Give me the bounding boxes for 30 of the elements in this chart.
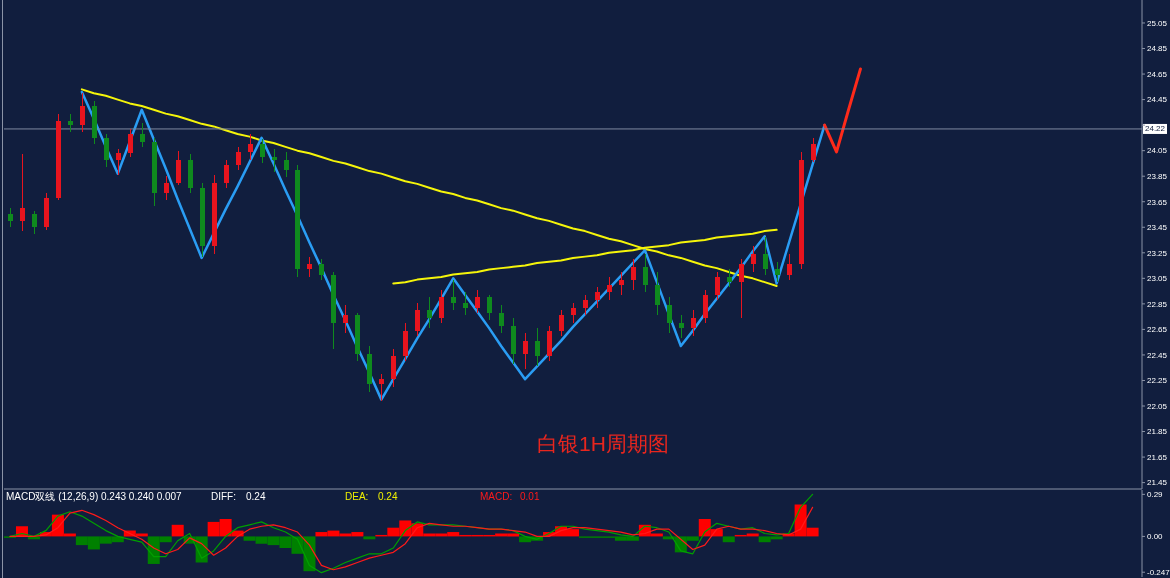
annotation: 0.01 (520, 491, 540, 503)
y-tick-label: 21.85 (1147, 427, 1168, 437)
annotation: DEA: (345, 491, 369, 503)
text: 白银1H周期图 (537, 432, 669, 456)
y-tick-label: 24.05 (1147, 146, 1168, 156)
y-tick-label: 23.05 (1147, 274, 1168, 284)
y-tick-label: 23.25 (1147, 248, 1168, 258)
annotation: DIFF: (211, 491, 236, 503)
y-tick-label: 22.25 (1147, 376, 1168, 386)
annotation: MACD: (480, 491, 513, 503)
y-tick-label: 22.05 (1147, 401, 1168, 411)
y-tick-label: 25.05 (1147, 18, 1168, 28)
y-tick-label: 0.29 (1147, 490, 1164, 500)
y-tick-label: -0.247 (1147, 568, 1170, 578)
y-tick-label: 0.00 (1147, 532, 1164, 542)
y-tick-label: 23.65 (1147, 197, 1168, 207)
y-tick-label: 22.85 (1147, 299, 1168, 309)
y-tick-label: 24.65 (1147, 69, 1168, 79)
annotation: 0.24 (378, 491, 398, 503)
y-tick-label: 21.65 (1147, 452, 1168, 462)
y-tick-label: 24.85 (1147, 44, 1168, 54)
ref-line-label: 24.22 (1144, 124, 1166, 134)
y-tick-label: 23.45 (1147, 223, 1168, 233)
y-tick-label: 22.45 (1147, 350, 1168, 360)
y-tick-label: 23.85 (1147, 172, 1168, 182)
y-tick-label: 22.65 (1147, 325, 1168, 335)
annotation: 0.24 (246, 491, 266, 503)
chart-title: MACD双线 (12,26,9) 0.243 0.240 0.007 (6, 491, 182, 503)
y-tick-label: 21.45 (1147, 478, 1168, 488)
y-tick-label: 24.45 (1147, 95, 1168, 105)
